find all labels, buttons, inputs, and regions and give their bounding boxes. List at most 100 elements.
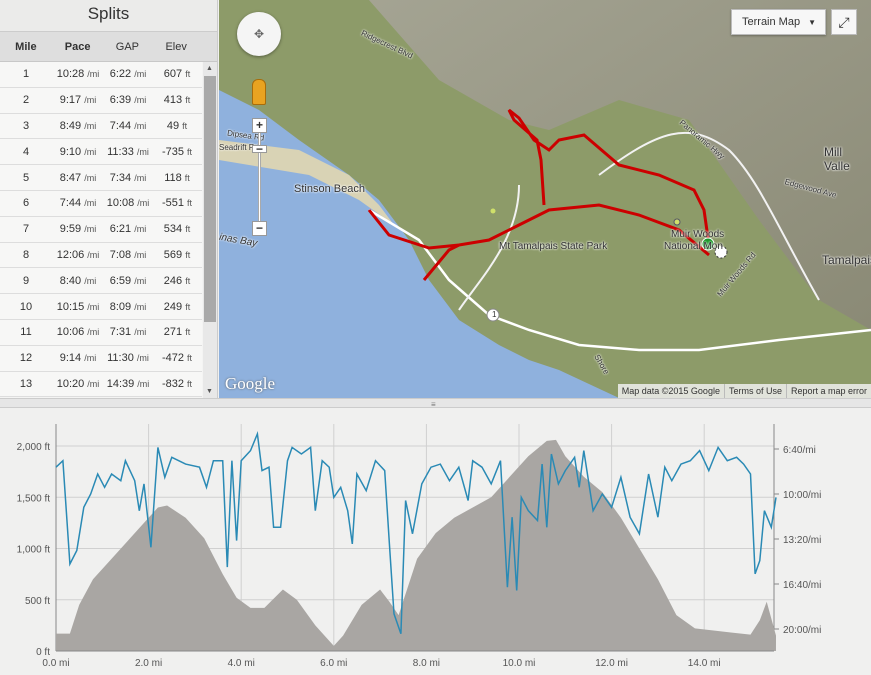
split-row[interactable]: 9 8:40 /mi 6:59 /mi 246 ft xyxy=(0,268,202,295)
split-row[interactable]: 5 8:47 /mi 7:34 /mi 118 ft xyxy=(0,165,202,191)
zoom-slider[interactable] xyxy=(258,125,261,231)
gap-value: 8:09 xyxy=(109,300,132,313)
gap-value: 7:34 xyxy=(109,171,132,184)
pace-value: 7:44 xyxy=(59,197,82,210)
pan-control[interactable]: ✥ xyxy=(237,12,281,56)
gap-value: 7:08 xyxy=(109,248,132,261)
split-mile: 11 xyxy=(20,326,32,339)
gap-value: 11:30 xyxy=(107,352,134,365)
split-mile: 10 xyxy=(19,300,33,313)
split-elev: -735 ft xyxy=(152,146,202,158)
x-tick-label: 8.0 mi xyxy=(413,658,440,669)
elevation-pace-chart: 0.0 mi 2.0 mi 4.0 mi 6.0 mi 8.0 mi 10.0 mi 12.… xyxy=(17,424,821,669)
gap-unit: /mi xyxy=(134,69,147,80)
gap-unit: /mi xyxy=(134,120,147,131)
elev-unit: ft xyxy=(187,378,193,389)
split-elev: 607 ft xyxy=(152,68,202,80)
split-pace: 9:59 /mi xyxy=(52,223,104,235)
split-row[interactable]: 2 9:17 /mi 6:39 /mi 413 ft xyxy=(0,87,202,114)
chevron-down-icon: ▼ xyxy=(808,18,816,27)
y-left-tick-label: 0 ft xyxy=(36,647,50,658)
split-pace: 10:28 /mi xyxy=(52,68,104,80)
split-pace: 9:14 /mi xyxy=(52,352,104,364)
street-view-pegman-icon[interactable] xyxy=(252,79,266,105)
label-mt-tamalpais: Mt Tamalpais State Park xyxy=(499,241,608,252)
zoom-slider-handle[interactable]: − xyxy=(252,143,267,155)
grip-icon[interactable]: ≡ xyxy=(431,400,436,409)
y-right-tick-label: 10:00/mi xyxy=(783,490,821,501)
pace-unit: /mi xyxy=(84,275,97,286)
gap-unit: /mi xyxy=(137,378,150,389)
map-type-dropdown[interactable]: Terrain Map ▼ xyxy=(731,9,826,35)
elev-unit: ft xyxy=(185,301,191,312)
pace-unit: /mi xyxy=(84,198,97,209)
label-mill-valley: Mill Valle xyxy=(824,145,850,173)
muir-poi-icon xyxy=(673,218,681,226)
split-row[interactable]: 7 9:59 /mi 6:21 /mi 534 ft xyxy=(0,216,202,243)
fullscreen-button[interactable]: ⤢ xyxy=(831,9,857,35)
col-gap[interactable]: GAP xyxy=(115,40,139,53)
gap-value: 14:39 xyxy=(106,377,135,390)
split-row[interactable]: 3 8:49 /mi 7:44 /mi 49 ft xyxy=(0,113,202,140)
pace-unit: /mi xyxy=(84,146,97,157)
split-row[interactable]: 12 9:14 /mi 11:30 /mi -472 ft xyxy=(0,345,202,372)
split-row[interactable]: 6 7:44 /mi 10:08 /mi -551 ft xyxy=(0,190,202,217)
resize-divider[interactable]: ≡ xyxy=(0,398,871,409)
split-gap: 10:08 /mi xyxy=(104,197,152,209)
split-row[interactable]: 11 10:06 /mi 7:31 /mi 271 ft xyxy=(0,319,202,346)
pace-value: 9:14 xyxy=(59,352,82,365)
pace-value: 8:49 xyxy=(59,119,82,132)
x-tick-label: 10.0 mi xyxy=(503,658,536,669)
split-gap: 8:09 /mi xyxy=(104,301,152,313)
finish-marker-icon[interactable] xyxy=(714,245,728,259)
report-error-link[interactable]: Report a map error xyxy=(785,384,871,398)
route-path-branch xyxy=(422,243,460,281)
pace-unit: /mi xyxy=(87,378,100,389)
split-row[interactable]: 8 12:06 /mi 7:08 /mi 569 ft xyxy=(0,242,202,269)
scroll-up-icon[interactable]: ▲ xyxy=(206,65,213,72)
splits-scrollbar[interactable]: ▲ ▼ xyxy=(203,62,217,398)
gap-unit: /mi xyxy=(134,172,147,183)
split-row[interactable]: 13 10:20 /mi 14:39 /mi -832 ft xyxy=(0,371,202,398)
google-logo[interactable]: Google xyxy=(225,374,276,393)
elev-value: 534 xyxy=(163,223,183,236)
pan-arrows-icon[interactable]: ✥ xyxy=(253,27,265,41)
map[interactable]: 1 Stinson Beach Mt Tamalpais State Park … xyxy=(219,0,871,398)
elev-value: 246 xyxy=(163,274,183,287)
split-gap: 6:22 /mi xyxy=(104,68,152,80)
gap-value: 7:31 xyxy=(109,326,132,339)
split-row[interactable]: 4 9:10 /mi 11:33 /mi -735 ft xyxy=(0,139,202,166)
scrollbar-thumb[interactable] xyxy=(204,76,216,322)
split-pace: 9:17 /mi xyxy=(52,94,104,106)
start-marker-icon[interactable] xyxy=(701,237,715,251)
elev-unit: ft xyxy=(187,146,193,157)
split-row[interactable]: 10 10:15 /mi 8:09 /mi 249 ft xyxy=(0,294,202,320)
pace-unit: /mi xyxy=(87,249,100,260)
split-mile: 5 xyxy=(22,171,30,184)
x-tick-label: 12.0 mi xyxy=(595,658,628,669)
elev-value: 569 xyxy=(163,248,183,261)
zoom-in-button[interactable]: + xyxy=(252,118,267,133)
terms-link[interactable]: Terms of Use xyxy=(723,384,786,398)
splits-panel: Splits Mile Pace GAP Elev 1 10:28 /mi 6:… xyxy=(0,0,218,398)
x-tick-label: 0.0 mi xyxy=(42,658,69,669)
split-elev: 246 ft xyxy=(152,275,202,287)
elev-value: 49 xyxy=(166,119,180,132)
gap-unit: /mi xyxy=(137,198,150,209)
split-gap: 7:34 /mi xyxy=(104,172,152,184)
col-mile[interactable]: Mile xyxy=(15,40,37,53)
pace-value: 9:59 xyxy=(59,223,82,236)
beach xyxy=(219,140,394,225)
split-row[interactable]: 1 10:28 /mi 6:22 /mi 607 ft xyxy=(0,62,202,88)
mountain-area xyxy=(369,0,871,330)
col-elev[interactable]: Elev xyxy=(165,40,187,53)
pace-value: 12:06 xyxy=(56,248,85,261)
split-elev: 118 ft xyxy=(152,172,202,184)
zoom-out-button[interactable]: − xyxy=(252,221,267,236)
split-gap: 6:39 /mi xyxy=(104,94,152,106)
scroll-down-icon[interactable]: ▼ xyxy=(206,388,213,395)
col-pace[interactable]: Pace xyxy=(64,40,91,53)
elev-value: -735 xyxy=(161,145,184,158)
terrain-map xyxy=(219,0,871,398)
label-stinson-beach: Stinson Beach xyxy=(294,183,365,195)
